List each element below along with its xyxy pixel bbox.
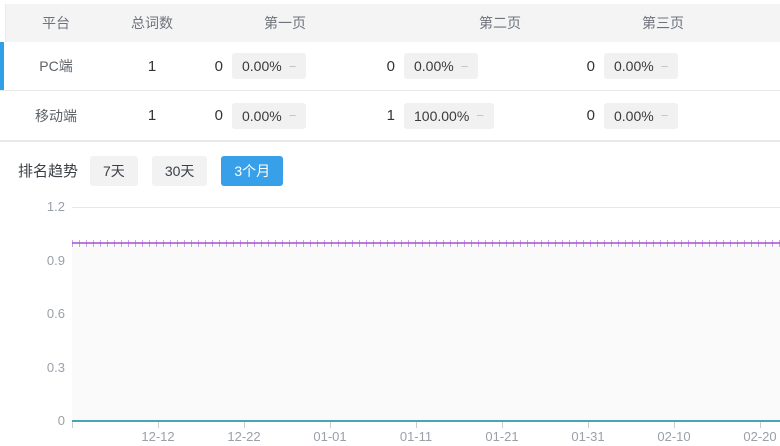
tab-3-months[interactable]: 3个月 bbox=[221, 155, 284, 186]
platform-name: 移动端 bbox=[35, 107, 77, 124]
column-header-page2: 第二页 bbox=[479, 15, 521, 31]
table-row-mobile[interactable]: 移动端 1 0 0.00% − 1 100.00% − 0 0.00% − bbox=[0, 91, 780, 141]
x-axis-tick bbox=[760, 422, 761, 428]
y-axis-tick-label: 1.2 bbox=[46, 199, 65, 214]
percent-badge: 0.00% − bbox=[232, 53, 307, 79]
column-header-total-words: 总词数 bbox=[131, 15, 173, 31]
x-axis-tick bbox=[416, 422, 417, 428]
total-words-value: 1 bbox=[147, 107, 157, 124]
percent-badge: 100.00% − bbox=[404, 102, 494, 129]
page3-count: 0 bbox=[586, 57, 595, 75]
percent-value: 0.00% bbox=[414, 58, 454, 74]
rank-trend-chart: 0 0.3 0.6 0.9 1.2 12-12 12-22 01-01 01-11 01-21 01… bbox=[0, 199, 780, 446]
flat-trend-icon: − bbox=[460, 58, 469, 74]
y-axis-tick-label: 0.3 bbox=[46, 359, 65, 375]
x-axis-tick bbox=[72, 422, 73, 428]
percent-badge: 0.00% − bbox=[604, 53, 679, 79]
tab-7-days[interactable]: 7天 bbox=[90, 155, 138, 186]
y-axis-tick-label: 0 bbox=[57, 413, 65, 428]
page2-cell: 0 0.00% − bbox=[377, 42, 479, 90]
x-axis-tick-label: 12-22 bbox=[227, 429, 261, 444]
flat-trend-icon: − bbox=[288, 108, 297, 123]
y-axis-tick-label: 0.6 bbox=[46, 306, 65, 321]
x-axis-tick-label: 01-01 bbox=[313, 429, 347, 444]
trend-tab-bar: 排名趋势 7天 30天 3个月 bbox=[0, 141, 780, 199]
x-axis-tick bbox=[588, 422, 589, 428]
page2-cell: 1 100.00% − bbox=[377, 91, 494, 140]
flat-trend-icon: − bbox=[476, 108, 484, 123]
page3-cell: 0 0.00% − bbox=[577, 42, 679, 90]
x-axis-tick bbox=[330, 422, 331, 428]
tab-30-days[interactable]: 30天 bbox=[151, 155, 208, 186]
percent-badge: 0.00% − bbox=[604, 102, 679, 129]
percent-value: 0.00% bbox=[242, 107, 282, 124]
page3-cell: 0 0.00% − bbox=[577, 91, 679, 140]
percent-value: 0.00% bbox=[242, 58, 282, 74]
total-words-value: 1 bbox=[147, 57, 157, 75]
percent-value: 0.00% bbox=[614, 107, 654, 124]
page1-count: 0 bbox=[214, 107, 223, 124]
x-axis-tick bbox=[158, 422, 159, 428]
x-axis-tick-label: 12-12 bbox=[141, 429, 175, 444]
trend-section-title: 排名趋势 bbox=[18, 163, 79, 180]
page2-count: 1 bbox=[386, 107, 395, 124]
x-axis-tick-label: 01-11 bbox=[399, 429, 433, 444]
percent-value: 100.00% bbox=[414, 107, 470, 124]
x-axis-tick bbox=[244, 422, 245, 428]
x-axis-tick bbox=[674, 422, 675, 428]
column-header-page1: 第一页 bbox=[264, 15, 306, 31]
table-header-row: 平台 总词数 第一页 第二页 第三页 bbox=[6, 4, 780, 43]
table-row-pc[interactable]: PC端 1 0 0.00% − 0 0.00% − 0 0.00% − bbox=[0, 42, 780, 91]
series-area-fill bbox=[72, 242, 780, 421]
x-axis-tick-label: 02-10 bbox=[657, 429, 691, 444]
page2-count: 0 bbox=[386, 57, 395, 75]
x-axis-tick bbox=[502, 422, 503, 428]
page1-cell: 0 0.00% − bbox=[205, 42, 307, 90]
column-header-platform: 平台 bbox=[42, 15, 70, 31]
trend-line bbox=[72, 420, 780, 422]
platform-name: PC端 bbox=[39, 58, 73, 74]
column-header-page3: 第三页 bbox=[642, 15, 684, 31]
y-axis-tick-label: 0.9 bbox=[46, 252, 65, 268]
page3-count: 0 bbox=[586, 107, 595, 124]
x-axis-tick-label: 01-31 bbox=[571, 429, 605, 444]
trend-line-markers bbox=[72, 239, 780, 247]
page1-count: 0 bbox=[214, 57, 223, 75]
page1-cell: 0 0.00% − bbox=[205, 91, 307, 140]
flat-trend-icon: − bbox=[660, 108, 669, 123]
gridline bbox=[72, 207, 780, 208]
percent-value: 0.00% bbox=[614, 58, 654, 74]
x-axis-tick-label: 01-21 bbox=[485, 429, 519, 444]
percent-badge: 0.00% − bbox=[232, 102, 307, 129]
flat-trend-icon: − bbox=[288, 58, 297, 74]
percent-badge: 0.00% − bbox=[404, 53, 479, 79]
selected-row-indicator bbox=[0, 42, 4, 90]
flat-trend-icon: − bbox=[660, 58, 669, 74]
x-axis-tick-label: 02-20 bbox=[743, 429, 777, 444]
